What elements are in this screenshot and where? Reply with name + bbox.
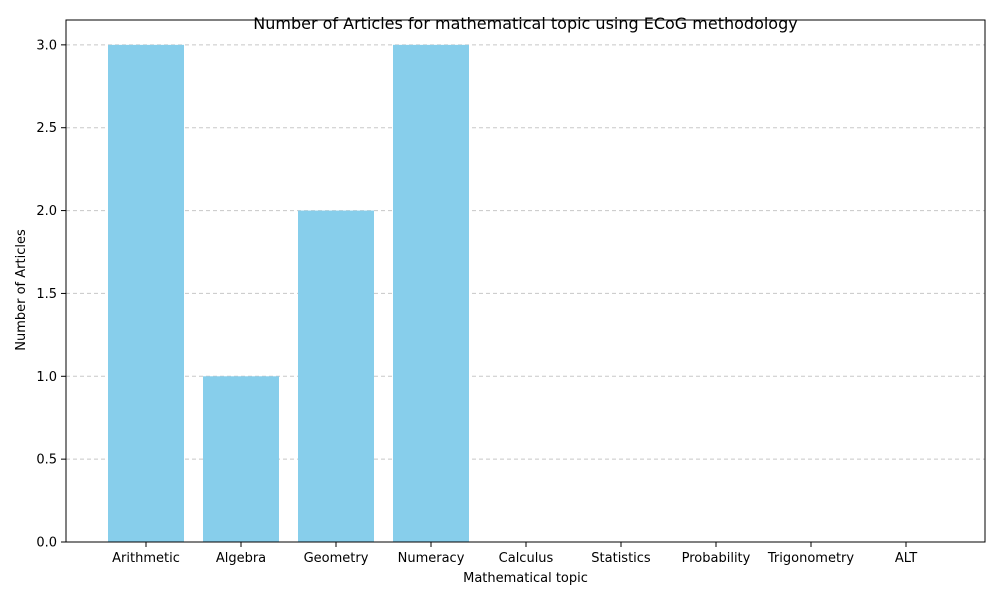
- y-tick-label: 0.5: [36, 453, 57, 468]
- y-axis-ticks: 0.0 0.5 1.0 1.5 2.0 2.5 3.0: [36, 38, 66, 551]
- grid-lines: [66, 44, 985, 460]
- x-tick-label: Arithmetic: [112, 551, 180, 566]
- bars: [108, 44, 469, 543]
- chart-title: Number of Articles for mathematical topi…: [253, 14, 797, 33]
- y-tick-label: 2.0: [36, 204, 57, 219]
- x-tick-label: Statistics: [591, 551, 651, 566]
- x-tick-label: Geometry: [304, 551, 369, 566]
- y-tick-label: 0.0: [36, 536, 57, 551]
- x-tick-label: Numeracy: [398, 551, 465, 566]
- x-tick-label: Algebra: [216, 551, 266, 566]
- x-tick-label: Trigonometry: [767, 551, 854, 566]
- y-tick-label: 2.5: [36, 121, 57, 136]
- y-tick-label: 1.0: [36, 370, 57, 385]
- x-tick-label: Probability: [682, 551, 751, 566]
- y-tick-label: 3.0: [36, 38, 57, 53]
- x-tick-label: Calculus: [499, 551, 554, 566]
- y-axis-label: Number of Articles: [14, 229, 29, 351]
- bar-algebra: [203, 376, 279, 542]
- x-axis-ticks: Arithmetic Algebra Geometry Numeracy Calculu…: [112, 542, 917, 566]
- bar-numeracy: [393, 44, 469, 542]
- x-axis-label: Mathematical topic: [463, 571, 588, 586]
- x-tick-label: ALT: [895, 551, 917, 566]
- y-tick-label: 1.5: [36, 287, 57, 302]
- bar-arithmetic: [108, 44, 184, 542]
- bar-geometry: [298, 210, 374, 543]
